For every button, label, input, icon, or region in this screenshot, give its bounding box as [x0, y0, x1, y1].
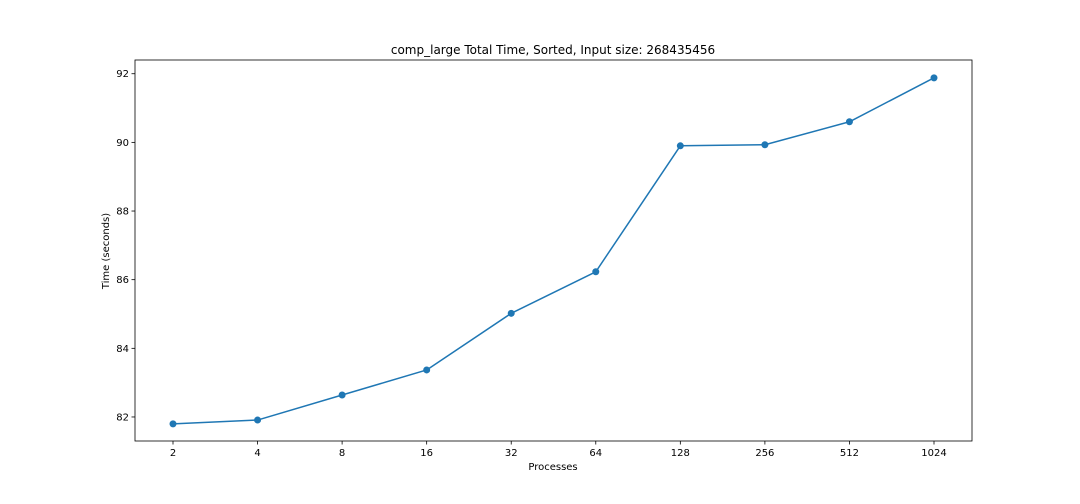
data-point	[676, 142, 684, 150]
data-point	[254, 416, 262, 424]
series-line	[172, 77, 935, 425]
data-point	[761, 141, 769, 149]
x-tick-label: 16	[420, 448, 433, 459]
x-tick-label: 8	[339, 448, 345, 459]
data-point	[845, 118, 853, 126]
x-tick-label: 256	[755, 448, 774, 459]
x-tick-label: 4	[254, 448, 260, 459]
y-axis-label: Time (seconds)	[101, 213, 112, 290]
y-axis: 82 84 86 88 90 92	[116, 69, 135, 423]
x-axis-label: Processes	[528, 462, 577, 473]
y-tick-label: 86	[116, 275, 129, 286]
data-point	[592, 268, 600, 276]
data-point	[507, 309, 515, 317]
y-tick-label: 92	[116, 69, 129, 80]
data-point	[169, 420, 177, 428]
chart-title: comp_large Total Time, Sorted, Input siz…	[391, 43, 715, 57]
x-tick-label: 512	[840, 448, 859, 459]
x-axis: 2 4 8 16 32 64 128 256 512 1024	[170, 441, 947, 459]
y-tick-label: 84	[116, 344, 129, 355]
data-point	[338, 391, 346, 399]
data-point	[423, 366, 431, 374]
y-tick-label: 90	[116, 138, 129, 149]
x-tick-label: 128	[671, 448, 690, 459]
series-layer	[169, 74, 938, 428]
y-tick-label: 82	[116, 412, 129, 423]
x-tick-label: 1024	[921, 448, 946, 459]
x-tick-label: 32	[505, 448, 518, 459]
plot-area	[134, 59, 973, 442]
x-tick-label: 2	[170, 448, 176, 459]
data-point	[930, 74, 938, 82]
axes-frame	[134, 59, 973, 442]
x-tick-label: 64	[589, 448, 602, 459]
y-tick-label: 88	[116, 207, 129, 218]
